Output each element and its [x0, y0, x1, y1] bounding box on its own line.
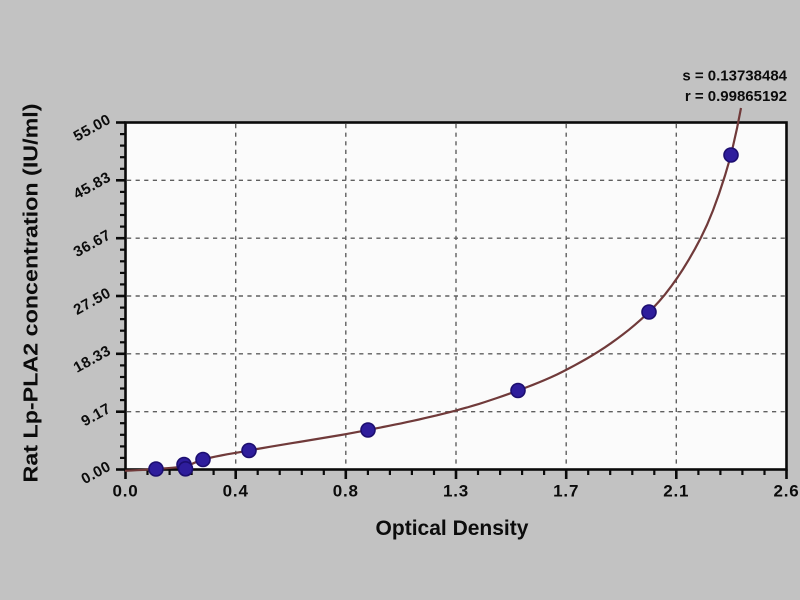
svg-text:r = 0.99865192: r = 0.99865192 — [685, 88, 787, 105]
svg-text:1.7: 1.7 — [553, 482, 579, 501]
svg-text:0.8: 0.8 — [333, 482, 359, 501]
svg-text:0.4: 0.4 — [223, 482, 249, 501]
svg-text:0.0: 0.0 — [112, 482, 138, 501]
svg-text:2.6: 2.6 — [773, 482, 799, 501]
svg-text:1.3: 1.3 — [443, 482, 469, 501]
svg-text:Rat Lp-PLA2 concentration (IU/: Rat Lp-PLA2 concentration (IU/ml) — [21, 104, 43, 483]
svg-text:s = 0.13738484: s = 0.13738484 — [682, 68, 787, 85]
svg-text:Optical Density: Optical Density — [376, 517, 529, 540]
svg-text:2.1: 2.1 — [663, 482, 689, 501]
